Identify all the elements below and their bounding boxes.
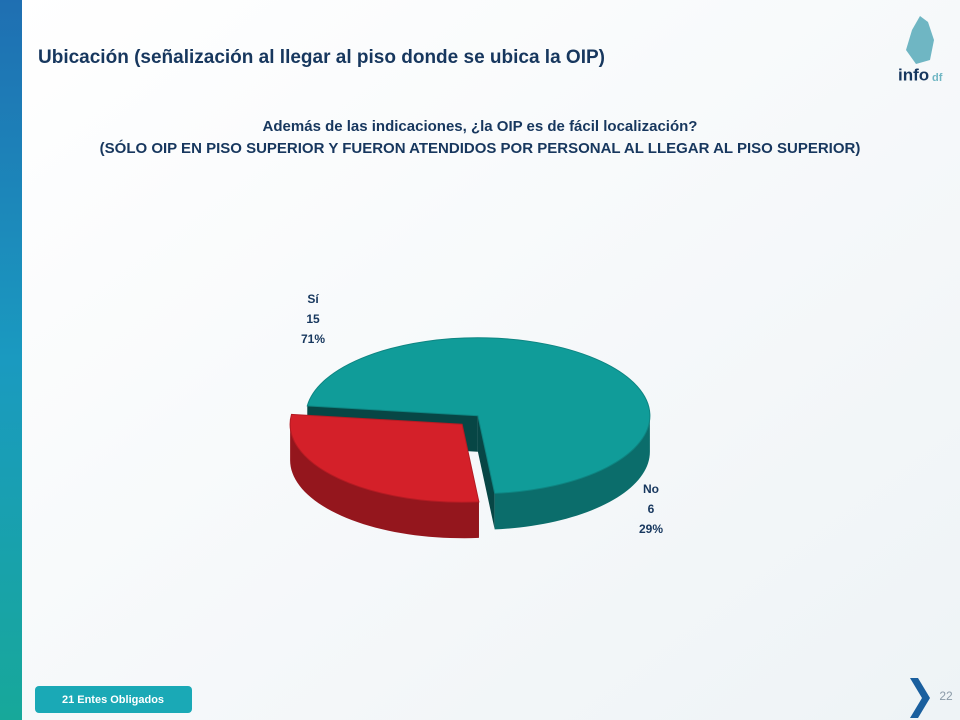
data-label: 15	[306, 312, 320, 326]
chart-title: Además de las indicaciones, ¿la OIP es d…	[263, 118, 698, 135]
data-label: Sí	[307, 292, 319, 306]
data-label: 6	[648, 502, 655, 516]
pie: Sí 15 71% No 6 29%	[289, 292, 663, 539]
logo: info df	[898, 16, 943, 84]
data-label: 71%	[301, 332, 325, 346]
data-label: 29%	[639, 522, 663, 536]
slice-side	[494, 415, 650, 530]
chart-subtitle: (SÓLO OIP EN PISO SUPERIOR Y FUERON ATEN…	[100, 139, 861, 157]
slice-cut-face	[477, 415, 495, 530]
data-label: No	[643, 482, 659, 496]
footer-badge	[35, 686, 192, 713]
footer-badge-text: 21 Entes Obligados	[62, 694, 164, 706]
next-chevron	[910, 678, 930, 718]
logo-shape	[906, 16, 934, 64]
side-bar	[0, 0, 22, 720]
pie-slice	[306, 337, 651, 494]
logo-text: info	[898, 65, 929, 84]
slice-side	[290, 424, 479, 539]
heading: Ubicación (señalización al llegar al pis…	[38, 47, 605, 68]
page-number: 22	[939, 689, 953, 703]
logo-suffix: df	[932, 72, 943, 84]
pie-slice	[289, 413, 480, 503]
